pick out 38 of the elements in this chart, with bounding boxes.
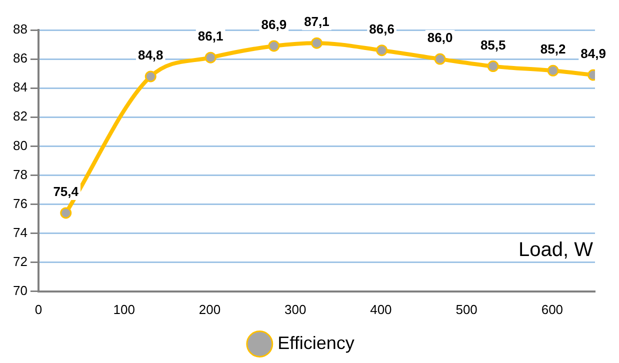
data-label: 86,6: [369, 21, 394, 36]
x-tick-label: 300: [284, 302, 306, 317]
y-tick-label: 72: [12, 254, 28, 269]
data-label: 87,1: [304, 14, 330, 30]
y-tick-label: 88: [12, 22, 28, 37]
x-tick-label: 500: [456, 302, 478, 317]
y-tick-label: 86: [12, 50, 28, 66]
point: [487, 60, 499, 72]
data-label: 86,1: [198, 28, 224, 44]
x-tick-label: 400: [370, 302, 392, 317]
x-tick-label: 600: [541, 302, 564, 317]
point: [268, 40, 280, 52]
point: [547, 64, 559, 76]
y-tick-label: 84: [12, 80, 28, 95]
y-tick-label: 78: [12, 166, 28, 182]
data-label: 75,4: [53, 184, 80, 200]
point: [204, 52, 216, 64]
y-tick-label: 70: [12, 282, 28, 298]
y-tick-label: 74: [12, 224, 28, 240]
data-label: 85,5: [480, 37, 506, 52]
data-label: 85,2: [540, 42, 566, 57]
point: [144, 70, 156, 82]
data-label: 84,9: [580, 46, 606, 62]
x-tick-label: 200: [198, 302, 221, 317]
point: [310, 37, 322, 49]
data-label: 86,0: [427, 30, 453, 46]
point: [434, 53, 446, 65]
data-label: 86,9: [261, 17, 287, 32]
x-tick-label: 100: [113, 302, 135, 317]
legend-label: Efficiency: [278, 332, 354, 353]
x-tick-label: 0: [34, 302, 42, 317]
point: [376, 44, 388, 56]
point: [60, 207, 72, 219]
data-label: 84,8: [138, 48, 164, 63]
x-axis-title: Load, W: [518, 238, 594, 261]
y-tick-label: 80: [12, 138, 28, 153]
y-tick-label: 82: [12, 108, 28, 124]
y-tick-label: 76: [12, 196, 28, 211]
